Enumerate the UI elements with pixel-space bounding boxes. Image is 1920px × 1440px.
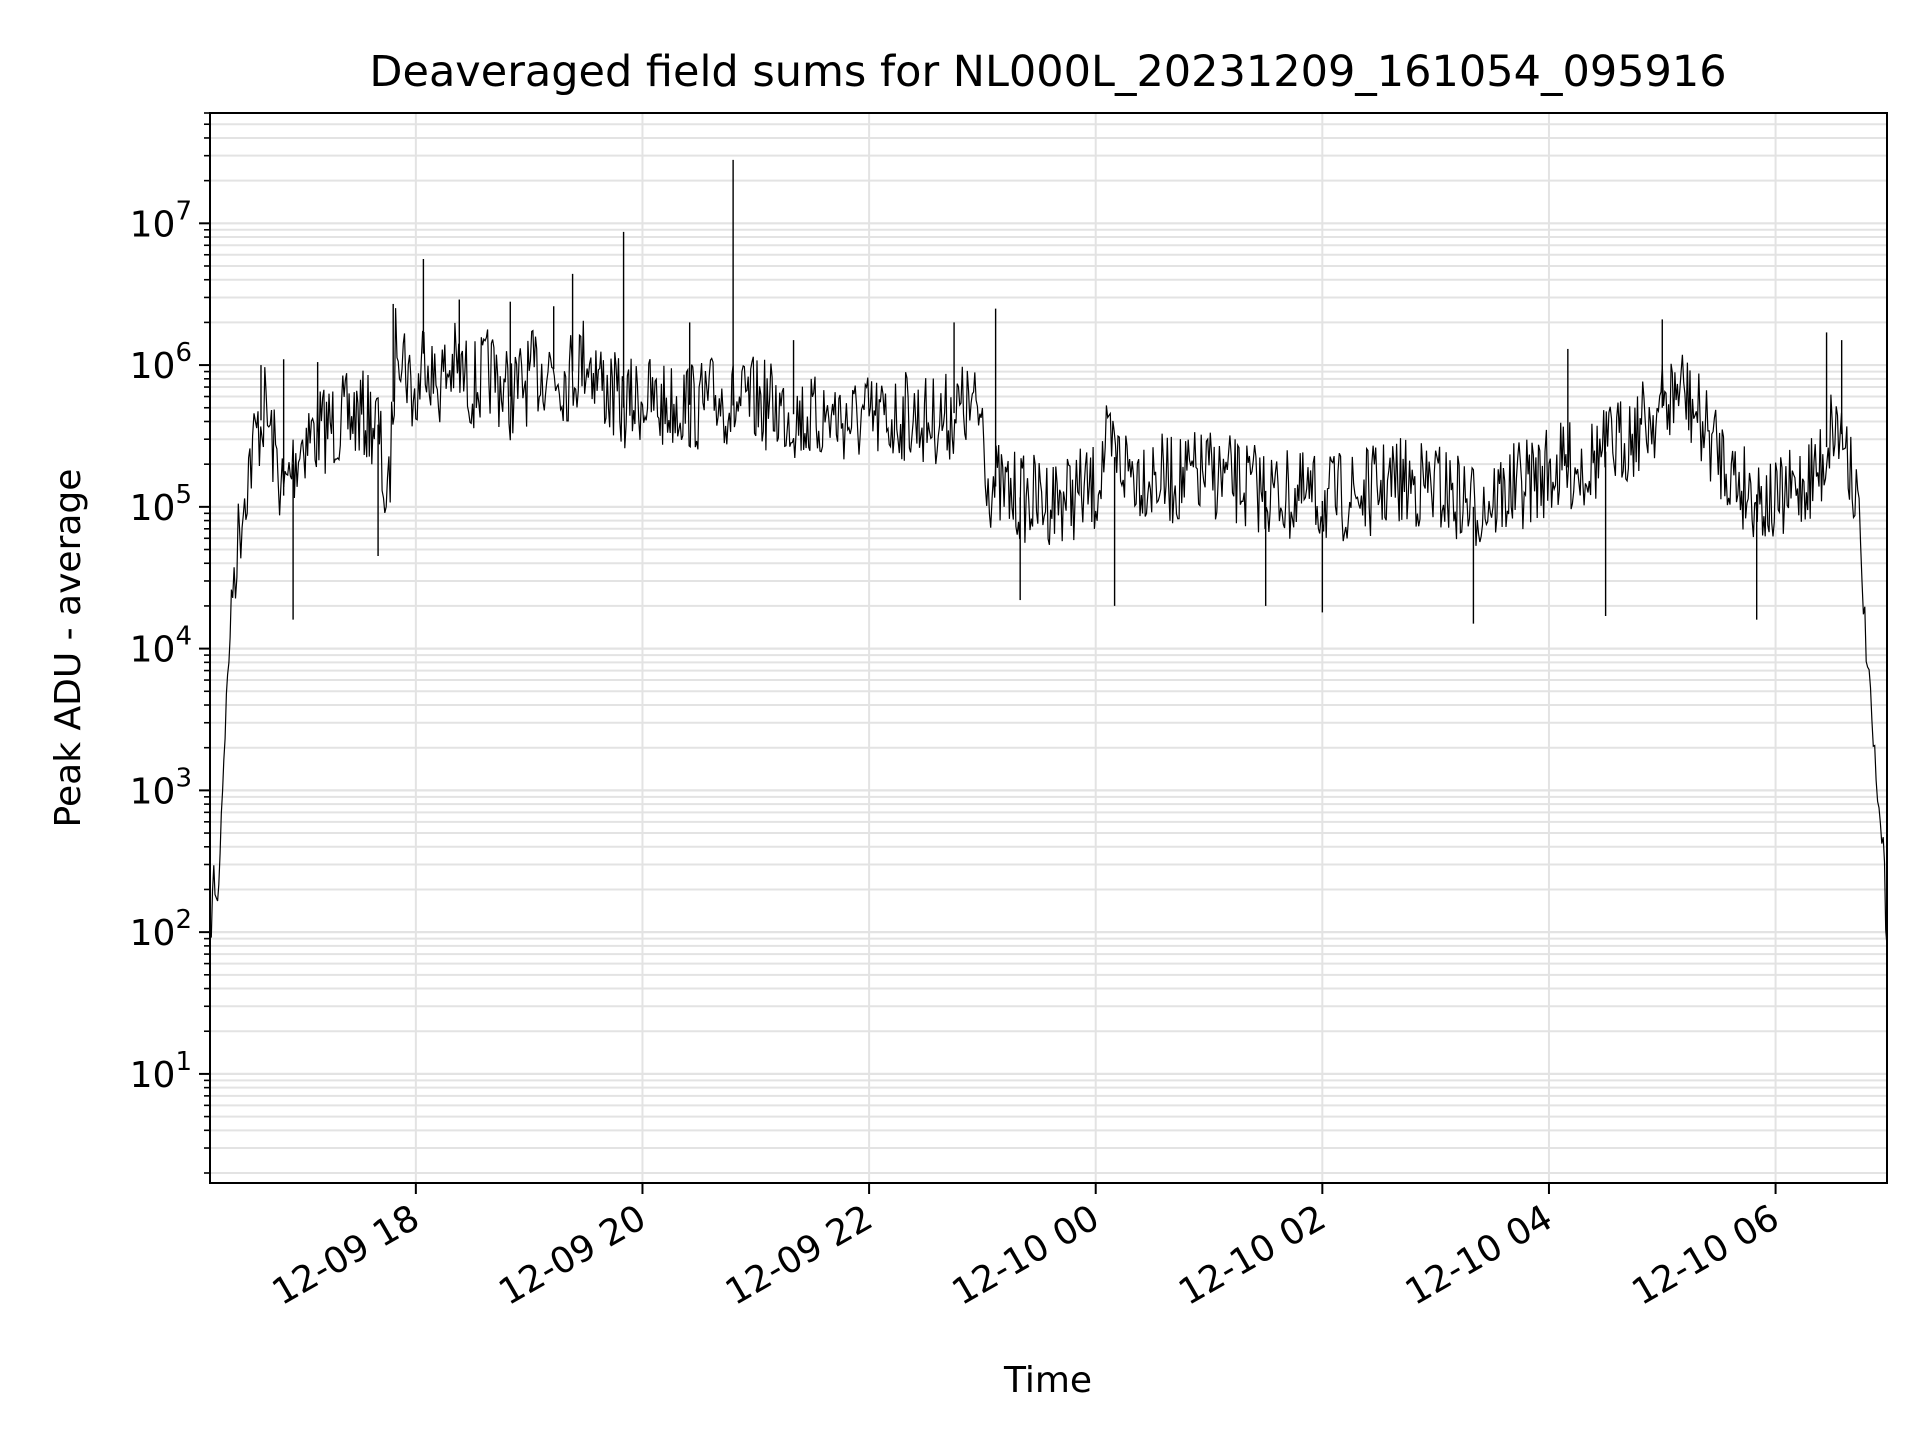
y-tick-label: 104 <box>130 622 192 671</box>
x-tick-label: 12-10 02 <box>1172 1197 1333 1313</box>
x-tick-label: 12-09 20 <box>492 1197 653 1313</box>
y-axis-label: Peak ADU - average <box>48 469 89 828</box>
y-tick-label: 106 <box>130 338 192 387</box>
grid <box>210 112 1887 1183</box>
x-tick-label: 12-09 18 <box>266 1197 427 1313</box>
x-tick-label: 12-10 06 <box>1625 1197 1786 1313</box>
y-tick-label: 105 <box>130 480 192 529</box>
y-tick-label: 101 <box>130 1047 192 1096</box>
x-tick-label: 12-10 00 <box>946 1197 1107 1313</box>
y-tick-label: 102 <box>130 905 192 954</box>
x-tick-label: 12-10 04 <box>1399 1197 1560 1313</box>
chart-title: Deaveraged field sums for NL000L_2023120… <box>369 47 1726 97</box>
y-tick-label: 103 <box>130 763 192 812</box>
x-axis: 12-09 18 12-09 20 12-09 22 12-10 00 12-10 02… <box>266 1183 1786 1314</box>
y-tick-label: 107 <box>130 196 192 245</box>
x-axis-label: Time <box>1003 1360 1092 1401</box>
data-series <box>210 159 1887 946</box>
series-line <box>210 308 1887 946</box>
x-tick-label: 12-09 22 <box>719 1197 880 1313</box>
y-axis: 101 102 103 104 105 106 107 <box>130 112 210 1174</box>
